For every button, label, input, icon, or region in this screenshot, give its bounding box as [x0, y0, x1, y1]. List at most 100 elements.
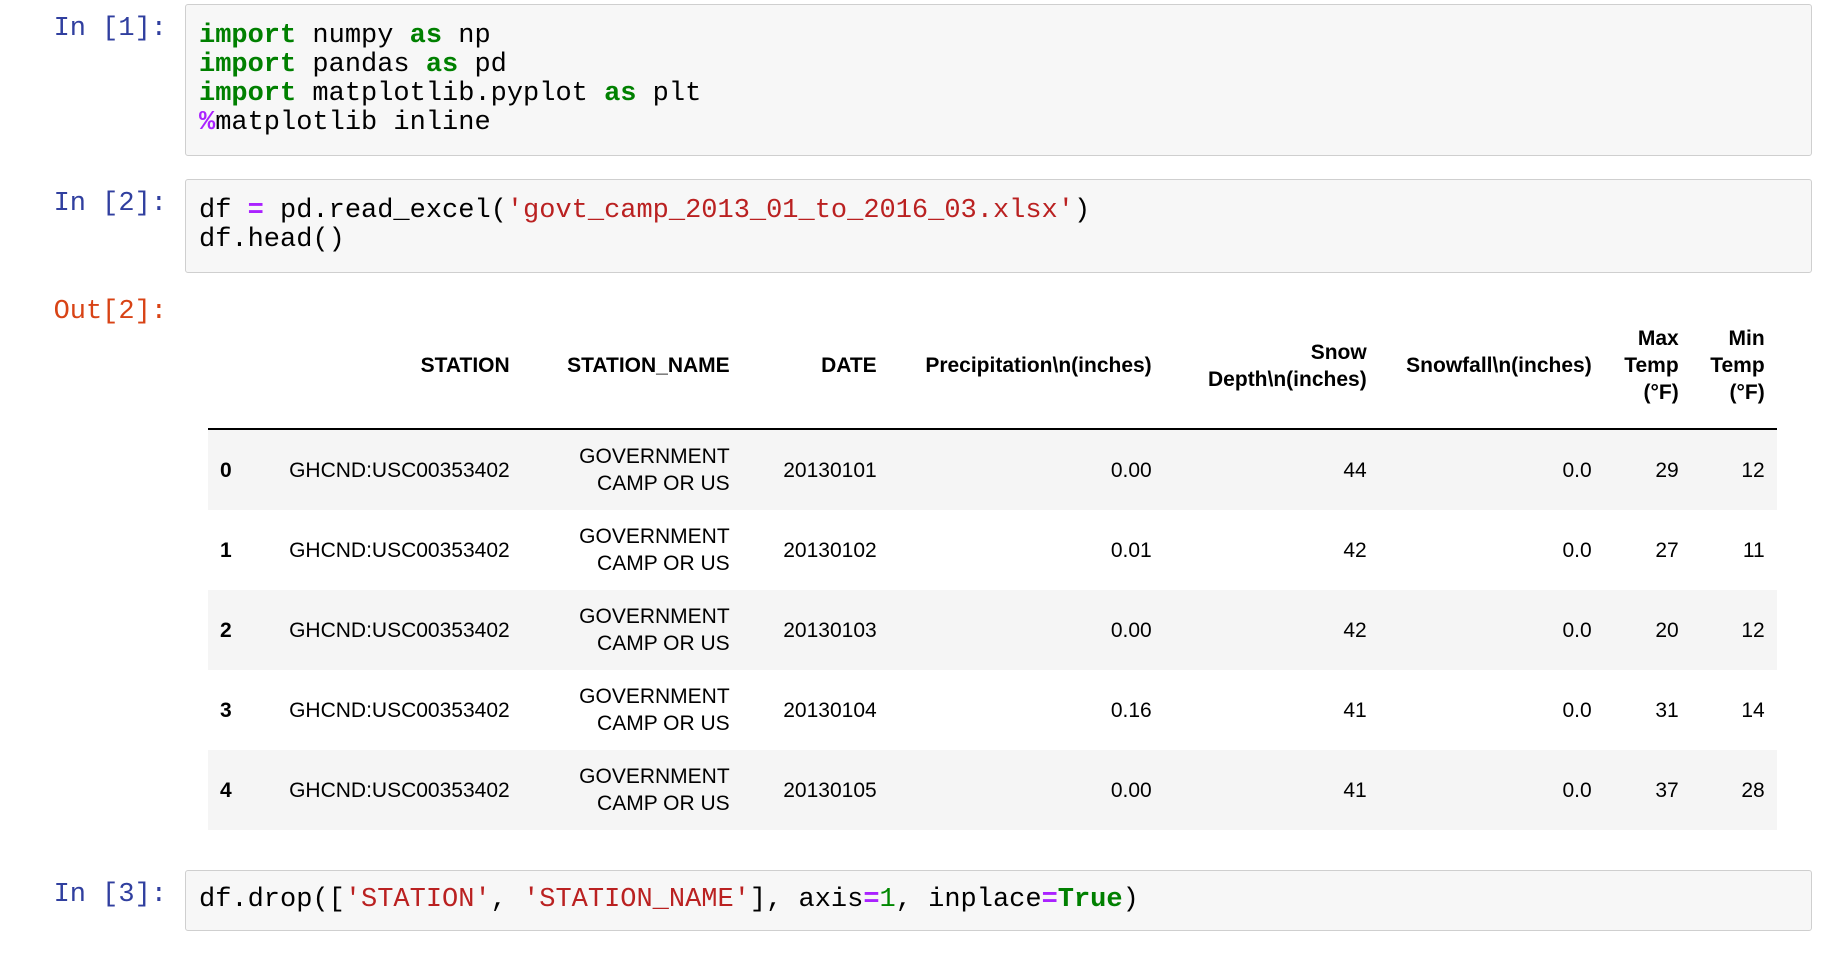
table-cell: 29	[1655, 458, 1679, 482]
table-cell: 0.0	[1562, 698, 1592, 722]
code-token-op: %	[199, 108, 216, 138]
input-prompt-2: In [2]:	[53, 189, 167, 219]
table-cell: 0.01	[1110, 538, 1152, 562]
table-cell: 12	[1741, 618, 1765, 642]
code-token: np	[442, 21, 491, 51]
table-cell: 0.16	[1110, 698, 1152, 722]
table-cell: 0.0	[1562, 778, 1592, 802]
table-cell: 42	[1343, 618, 1367, 642]
code-token-str: 'STATION_NAME'	[523, 885, 750, 915]
row-index: 4	[220, 778, 232, 802]
code-token: df	[199, 196, 248, 226]
column-header: STATION_NAME	[521, 297, 742, 430]
code-token-kw: import	[199, 50, 297, 80]
column-header: Snow Depth\n(inches)	[1163, 297, 1379, 430]
code-line: df.head()	[199, 226, 1803, 255]
code-content-1: import numpy as np import pandas as pd imp…	[199, 22, 1803, 138]
code-line: %matplotlib inline	[199, 109, 1803, 138]
code-line: import matplotlib.pyplot as plt	[199, 80, 1803, 109]
table-row: 4 GHCND:USC00353402 GOVERNMENT CAMP OR US 2…	[208, 750, 1777, 830]
table-cell: 20130103	[783, 618, 877, 642]
table-cell: 20130105	[783, 778, 877, 802]
table-cell: 0.00	[1110, 618, 1152, 642]
table-cell: GHCND:USC00353402	[289, 778, 510, 802]
code-token-num: 1	[879, 885, 896, 915]
table-cell: 27	[1655, 538, 1679, 562]
code-editor-2[interactable]: df = pd.read_excel('govt_camp_2013_01_to…	[185, 179, 1812, 273]
code-token-str: 'govt_camp_2013_01_to_2016_03.xlsx'	[506, 196, 1074, 226]
code-token: ], axis	[749, 885, 864, 915]
table-row: 3 GHCND:USC00353402 GOVERNMENT CAMP OR US 2…	[208, 670, 1777, 750]
output-prompt-2: Out[2]:	[53, 297, 167, 327]
table-cell: 11	[1742, 538, 1765, 562]
column-header: STATION	[255, 297, 522, 430]
code-token-op: =	[1041, 885, 1058, 915]
row-index: 3	[220, 698, 232, 722]
column-header: Snowfall\n(inches)	[1378, 297, 1604, 430]
code-cell-1: In [1]: import numpy as np import pandas …	[0, 4, 1836, 156]
code-token: plt	[636, 79, 702, 109]
code-editor-1[interactable]: import numpy as np import pandas as pd imp…	[185, 4, 1812, 156]
code-token: )	[1122, 885, 1139, 915]
table-cell: GOVERNMENT CAMP OR US	[579, 445, 730, 495]
code-token: df.head()	[199, 225, 345, 255]
column-header: DATE	[741, 297, 889, 430]
input-prompt-1: In [1]:	[53, 14, 167, 44]
code-token-kw: as	[604, 79, 637, 109]
code-token: matplotlib inline	[215, 108, 491, 138]
row-index: 0	[220, 458, 232, 482]
code-cell-2: In [2]: df = pd.read_excel('govt_camp_20…	[0, 179, 1836, 273]
table-cell: 42	[1343, 538, 1367, 562]
code-token: df.drop([	[199, 885, 345, 915]
column-header: Min Temp (°F)	[1690, 297, 1777, 430]
code-token-kw: import	[199, 21, 297, 51]
table-cell: GOVERNMENT CAMP OR US	[579, 525, 730, 575]
table-cell: 20130104	[783, 698, 877, 722]
table-cell: GHCND:USC00353402	[289, 698, 510, 722]
dataframe-header: STATION STATION_NAME DATE Precipitation\n(i…	[208, 297, 1777, 430]
table-cell: 0.0	[1562, 618, 1592, 642]
code-token: numpy	[296, 21, 410, 51]
column-header	[208, 297, 256, 430]
table-cell: 20130101	[783, 458, 877, 482]
table-cell: 20	[1655, 618, 1679, 642]
table-row: 1 GHCND:USC00353402 GOVERNMENT CAMP OR US 2…	[208, 510, 1777, 590]
table-cell: GOVERNMENT CAMP OR US	[579, 605, 730, 655]
table-cell: 44	[1343, 458, 1367, 482]
code-content-2: df = pd.read_excel('govt_camp_2013_01_to…	[199, 197, 1803, 255]
table-cell: 14	[1741, 698, 1765, 722]
output-area: STATION STATION_NAME DATE Precipitation\n(i…	[185, 297, 1836, 830]
table-cell: 0.00	[1110, 458, 1152, 482]
code-token: pd.read_excel(	[263, 196, 507, 226]
row-index: 1	[220, 538, 232, 562]
header-row: STATION STATION_NAME DATE Precipitation\n(i…	[208, 297, 1777, 430]
code-line: df = pd.read_excel('govt_camp_2013_01_to…	[199, 197, 1803, 226]
row-index: 2	[220, 618, 232, 642]
code-token: pandas	[296, 50, 426, 80]
table-cell: GOVERNMENT CAMP OR US	[579, 685, 730, 735]
code-token-kw: True	[1057, 885, 1123, 915]
table-row: 0 GHCND:USC00353402 GOVERNMENT CAMP OR US 2…	[208, 429, 1777, 510]
dataframe-body: 0 GHCND:USC00353402 GOVERNMENT CAMP OR US 2…	[208, 429, 1777, 830]
table-cell: 37	[1655, 778, 1679, 802]
dataframe-table: STATION STATION_NAME DATE Precipitation\n(i…	[208, 297, 1777, 830]
table-row: 2 GHCND:USC00353402 GOVERNMENT CAMP OR US 2…	[208, 590, 1777, 670]
table-cell: 0.0	[1562, 458, 1592, 482]
code-editor-3[interactable]: df.drop(['STATION', 'STATION_NAME'], axi…	[185, 870, 1812, 931]
table-cell: 0.00	[1110, 778, 1152, 802]
table-cell: GOVERNMENT CAMP OR US	[579, 765, 730, 815]
input-prompt-3: In [3]:	[53, 880, 167, 910]
code-cell-3: In [3]: df.drop(['STATION', 'STATION_NAM…	[0, 870, 1836, 931]
code-token-kw: import	[199, 79, 297, 109]
code-token: matplotlib.pyplot	[296, 79, 605, 109]
notebook: In [1]: import numpy as np import pandas …	[0, 4, 1836, 931]
code-token: )	[1073, 196, 1091, 226]
code-token-kw: as	[425, 50, 459, 80]
table-cell: 31	[1655, 698, 1679, 722]
column-header: Precipitation\n(inches)	[888, 297, 1164, 430]
code-line: df.drop(['STATION', 'STATION_NAME'], axi…	[199, 886, 1803, 915]
table-cell: 20130102	[783, 538, 877, 562]
table-cell: 0.0	[1562, 538, 1592, 562]
code-line: import numpy as np	[199, 22, 1803, 51]
code-token: pd	[458, 50, 507, 80]
